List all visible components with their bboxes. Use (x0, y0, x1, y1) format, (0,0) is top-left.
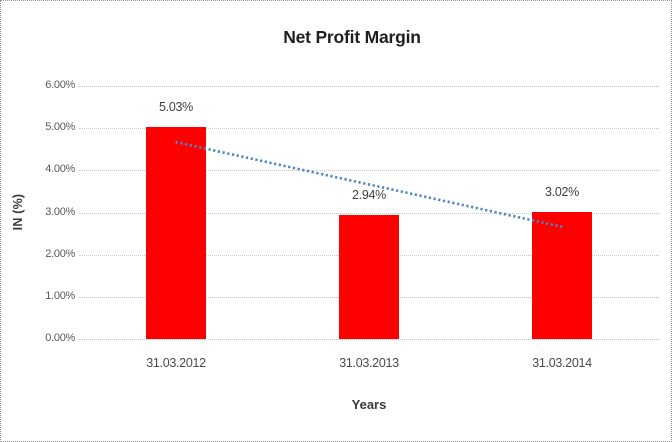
y-gridline (79, 128, 659, 129)
x-category-label: 31.03.2014 (532, 356, 592, 370)
x-category-label: 31.03.2012 (146, 356, 206, 370)
bar-31.03.2013 (339, 215, 399, 339)
data-label: 3.02% (545, 185, 579, 199)
y-gridline (79, 86, 659, 87)
y-tick-label: 2.00% (45, 248, 75, 260)
x-category-label: 31.03.2013 (339, 356, 399, 370)
y-tick-label: 4.00% (45, 163, 75, 175)
bar-31.03.2012 (146, 127, 206, 339)
y-gridline (79, 339, 659, 340)
y-tick-label: 3.00% (45, 206, 75, 218)
y-tick-label: 1.00% (45, 290, 75, 302)
y-tick-label: 0.00% (45, 332, 75, 344)
data-label: 5.03% (159, 100, 193, 114)
y-tick-label: 5.00% (45, 121, 75, 133)
x-axis-title: Years (351, 397, 387, 412)
data-label: 2.94% (352, 188, 386, 202)
y-tick-label: 6.00% (45, 79, 75, 91)
chart-title: Net Profit Margin (283, 27, 421, 47)
bar-31.03.2014 (532, 212, 592, 339)
